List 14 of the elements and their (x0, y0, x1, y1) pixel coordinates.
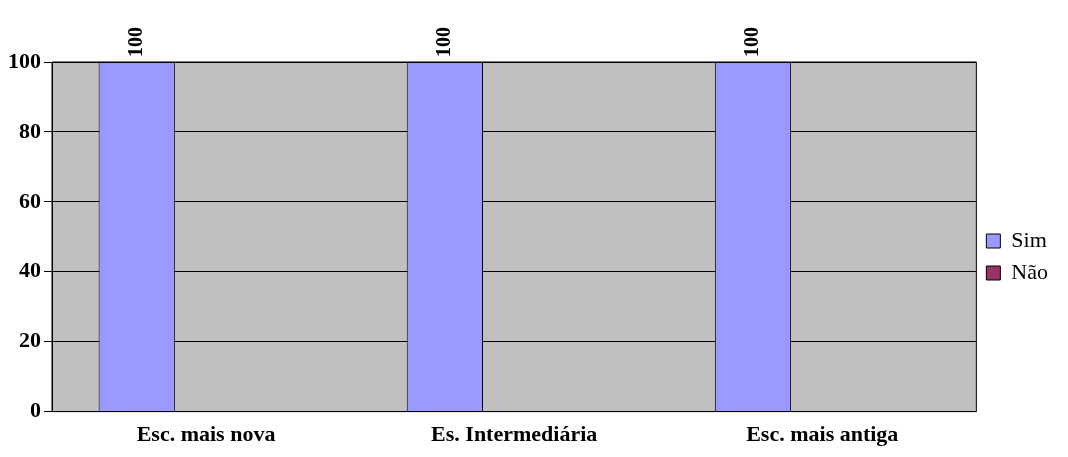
y-tick-label: 60 (19, 187, 41, 213)
data-label: 100 (432, 27, 455, 57)
y-tick-label: 40 (19, 257, 41, 283)
y-tick-label: 0 (30, 397, 41, 423)
legend-label: Sim (1011, 226, 1047, 252)
x-tick-label: Esc. mais antiga (746, 421, 899, 447)
y-tick-label: 20 (19, 327, 41, 353)
legend-label: Não (1011, 258, 1048, 284)
data-label: 100 (740, 27, 763, 57)
y-tick-label: 100 (8, 47, 41, 73)
x-tick-label: Esc. mais nova (136, 421, 276, 447)
x-tick-label: Es. Intermediária (431, 421, 598, 447)
data-label: 100 (123, 27, 146, 57)
y-tick-label: 80 (19, 117, 41, 143)
